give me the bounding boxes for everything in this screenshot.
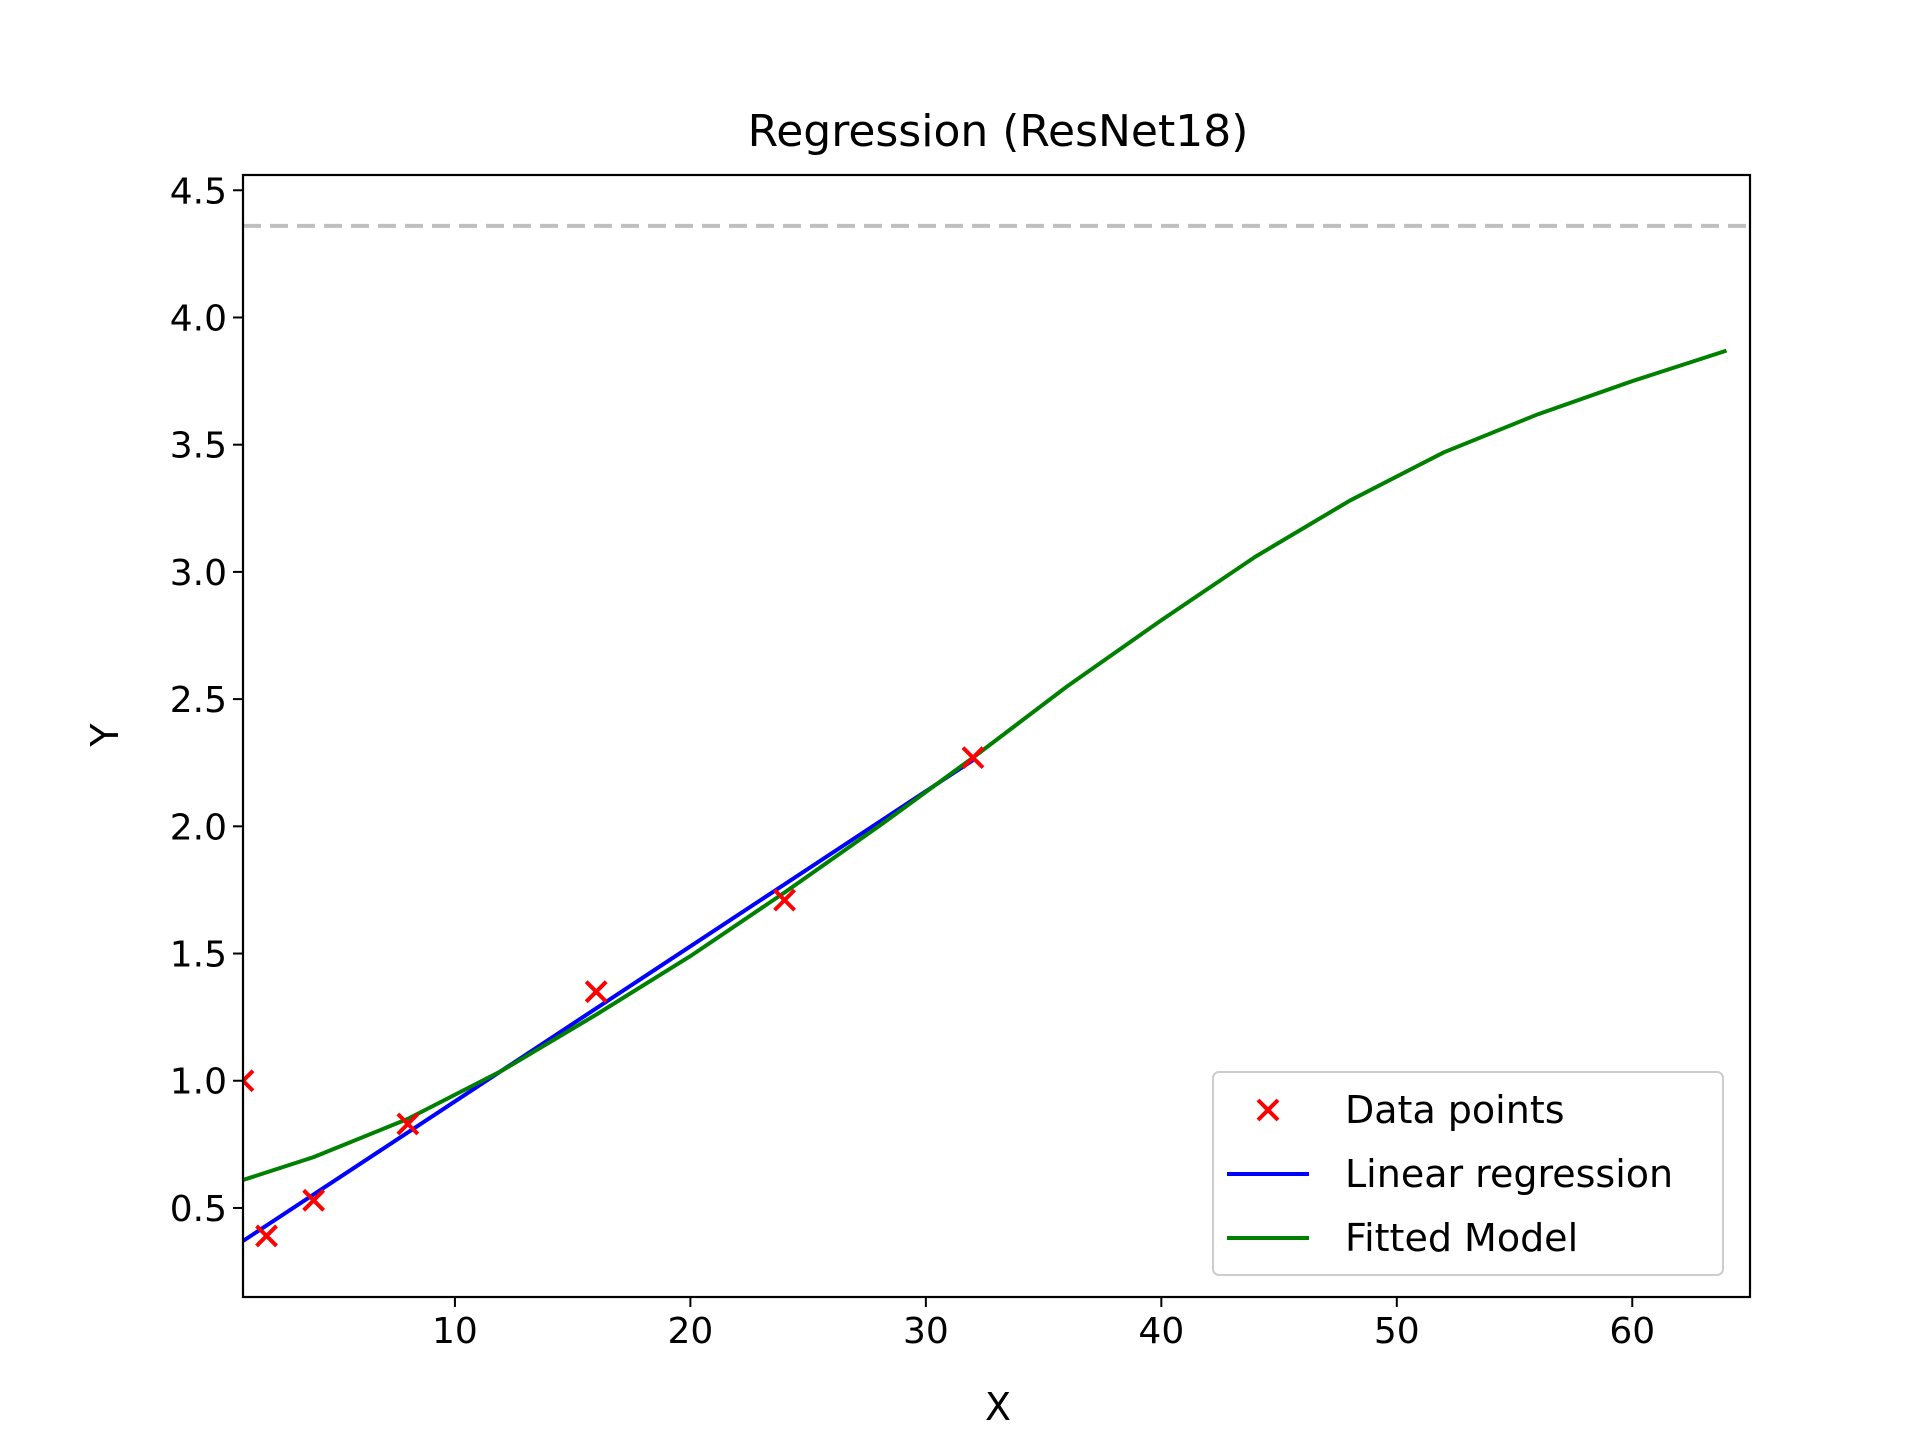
legend-entry: Linear regression [1227, 1152, 1673, 1196]
chart-title: Regression (ResNet18) [748, 106, 1249, 157]
legend-entry: Data points [1256, 1088, 1565, 1132]
y-tick-label: 3.0 [170, 553, 227, 594]
plot-frame [241, 173, 1752, 1299]
x-axis-label: X [985, 1385, 1011, 1429]
y-tick-label: 0.5 [170, 1189, 227, 1230]
y-tick-label: 2.5 [170, 680, 227, 721]
data-point [396, 1112, 420, 1136]
series-line-1 [243, 758, 975, 1243]
y-tick-label: 3.5 [170, 426, 227, 467]
data-point [243, 1069, 255, 1093]
x-tick-label: 20 [667, 1311, 713, 1352]
data-point [584, 980, 608, 1004]
data-point [961, 746, 985, 770]
data-point [302, 1188, 326, 1212]
data-point [773, 888, 796, 912]
legend-label: Data points [1345, 1088, 1565, 1132]
y-tick-label: 1.5 [170, 935, 227, 976]
x-tick-label: 50 [1374, 1311, 1420, 1352]
legend: Data points Linear regression Fitted Model [1212, 1071, 1724, 1276]
y-tick-label: 4.0 [170, 298, 227, 339]
x-tick-label: 40 [1138, 1311, 1184, 1352]
legend-box [1212, 1071, 1724, 1276]
data-point [255, 1224, 278, 1248]
axes: 10 20 30 40 50 60 0.5 1.0 1.5 2.0 2.5 3.0 3.5 4.0 4.5 [170, 171, 1655, 1352]
y-tick-label: 4.5 [170, 171, 227, 212]
legend-label: Linear regression [1345, 1152, 1673, 1196]
legend-entry: Fitted Model [1227, 1216, 1578, 1260]
y-tick-label: 1.0 [170, 1062, 227, 1103]
legend-label: Fitted Model [1345, 1216, 1578, 1260]
plot-area [243, 223, 1750, 1248]
x-tick-label: 30 [903, 1311, 949, 1352]
y-tick-label: 2.0 [170, 807, 227, 848]
x-tick-label: 10 [432, 1311, 478, 1352]
x-tick-label: 60 [1609, 1311, 1655, 1352]
y-axis-label: Y [83, 723, 127, 748]
